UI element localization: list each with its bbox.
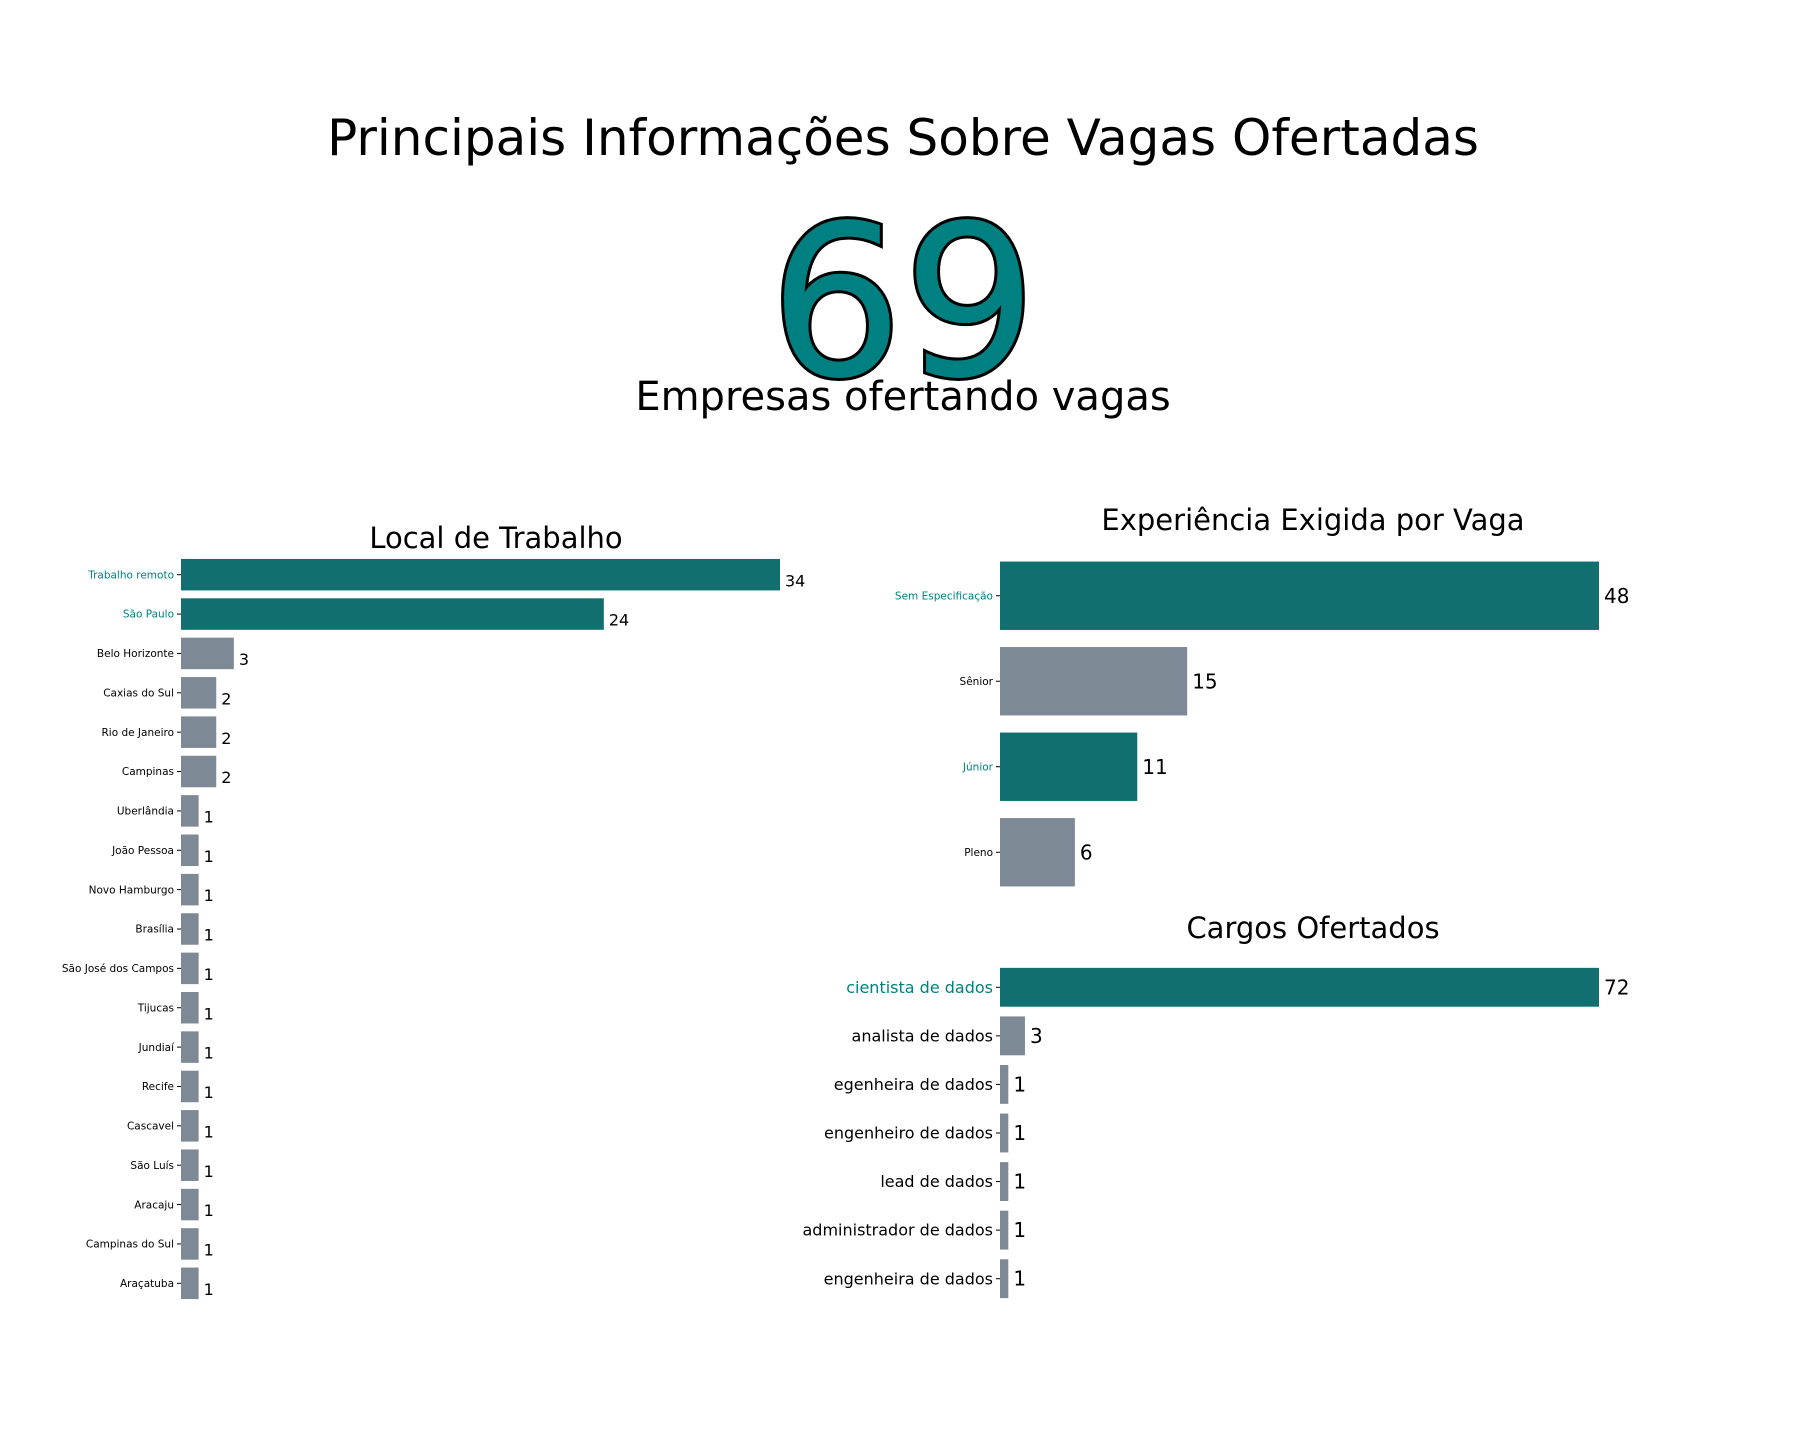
bar xyxy=(181,1031,199,1062)
y-tick-label: Rio de Janeiro xyxy=(101,727,174,739)
data-label: 6 xyxy=(1080,840,1093,864)
chart-title: Experiência Exigida por Vaga xyxy=(1101,503,1524,537)
data-label: 1 xyxy=(1013,1072,1026,1096)
data-label: 34 xyxy=(785,571,805,590)
bar xyxy=(181,835,199,866)
bar xyxy=(181,913,199,944)
data-label: 3 xyxy=(239,650,249,669)
y-tick-label: Sem Especificação xyxy=(895,590,993,602)
kpi-label: Empresas ofertando vagas xyxy=(635,374,1170,420)
data-label: 24 xyxy=(609,611,629,630)
chart-cargos-ofertados: Cargos Ofertados cientista de dados 72 anal… xyxy=(802,911,1629,1298)
y-tick-label: Belo Horizonte xyxy=(97,648,174,660)
data-label: 1 xyxy=(204,1122,214,1141)
y-tick-label: Caxias do Sul xyxy=(103,687,174,699)
dashboard-title: Principais Informações Sobre Vagas Ofert… xyxy=(327,109,1479,167)
y-tick-label: João Pessoa xyxy=(111,845,174,857)
chart-local-de-trabalho: Local de Trabalho Trabalho remoto 34 São Pa… xyxy=(62,521,805,1299)
data-label: 1 xyxy=(204,1044,214,1063)
y-tick-label: cientista de dados xyxy=(846,978,993,997)
data-label: 3 xyxy=(1030,1024,1043,1048)
chart-title: Local de Trabalho xyxy=(369,521,622,555)
y-tick-label: Tijucas xyxy=(137,1002,174,1014)
bar xyxy=(181,992,199,1023)
y-tick-label: Araçatuba xyxy=(120,1278,174,1290)
bar xyxy=(181,677,216,708)
bar xyxy=(181,795,199,826)
y-tick-label: Brasília xyxy=(135,924,174,936)
bar xyxy=(181,756,216,787)
data-label: 1 xyxy=(1013,1218,1026,1242)
y-tick-label: engenheira de dados xyxy=(824,1269,993,1288)
bar xyxy=(181,1110,199,1141)
data-label: 1 xyxy=(1013,1267,1026,1291)
bar xyxy=(181,1071,199,1102)
bar xyxy=(1000,647,1187,715)
bar xyxy=(1000,1211,1008,1250)
data-label: 1 xyxy=(204,1241,214,1260)
y-tick-label: Aracaju xyxy=(134,1199,174,1211)
y-tick-label: lead de dados xyxy=(880,1172,993,1191)
y-tick-label: Trabalho remoto xyxy=(87,569,174,581)
data-label: 1 xyxy=(204,1280,214,1299)
y-tick-label: Recife xyxy=(142,1081,174,1093)
y-tick-label: São Luís xyxy=(130,1160,174,1172)
y-tick-label: analista de dados xyxy=(852,1026,993,1045)
y-tick-label: Novo Hamburgo xyxy=(89,884,174,896)
bar xyxy=(1000,733,1137,801)
data-label: 1 xyxy=(204,807,214,826)
bar xyxy=(1000,1114,1008,1153)
y-tick-label: Uberlândia xyxy=(117,806,174,818)
data-label: 48 xyxy=(1604,584,1629,608)
data-label: 2 xyxy=(221,768,231,787)
bar xyxy=(1000,968,1599,1007)
y-tick-label: Campinas do Sul xyxy=(86,1239,174,1251)
bar xyxy=(1000,1065,1008,1104)
data-label: 1 xyxy=(204,886,214,905)
y-tick-label: administrador de dados xyxy=(802,1221,993,1240)
y-tick-label: São José dos Campos xyxy=(62,963,174,975)
chart-experiencia-exigida: Experiência Exigida por Vaga Sem Especifi… xyxy=(895,503,1630,886)
bar xyxy=(1000,818,1075,886)
y-tick-label: São Paulo xyxy=(123,609,174,621)
bar xyxy=(1000,1259,1008,1298)
data-label: 15 xyxy=(1192,669,1217,693)
data-label: 1 xyxy=(204,847,214,866)
data-label: 11 xyxy=(1142,755,1167,779)
bar xyxy=(181,716,216,747)
data-label: 1 xyxy=(1013,1121,1026,1145)
y-tick-label: Jundiaí xyxy=(138,1042,175,1054)
y-tick-label: egenheira de dados xyxy=(834,1075,993,1094)
chart-title: Cargos Ofertados xyxy=(1186,911,1439,945)
data-label: 72 xyxy=(1604,975,1629,999)
data-label: 1 xyxy=(204,1004,214,1023)
data-label: 1 xyxy=(204,1201,214,1220)
bar xyxy=(181,953,199,984)
data-label: 1 xyxy=(204,1162,214,1181)
data-label: 1 xyxy=(1013,1170,1026,1194)
bar xyxy=(181,638,234,669)
y-tick-label: Campinas xyxy=(122,766,174,778)
data-label: 1 xyxy=(204,926,214,945)
bar xyxy=(181,1149,199,1180)
bar xyxy=(181,874,199,905)
y-tick-label: engenheiro de dados xyxy=(824,1124,993,1143)
data-label: 2 xyxy=(221,689,231,708)
data-label: 2 xyxy=(221,729,231,748)
bar xyxy=(181,559,780,590)
data-label: 1 xyxy=(204,965,214,984)
bar xyxy=(1000,1162,1008,1201)
data-label: 1 xyxy=(204,1083,214,1102)
y-tick-label: Pleno xyxy=(964,847,993,859)
bar xyxy=(181,1189,199,1220)
y-tick-label: Cascavel xyxy=(127,1121,174,1133)
bar xyxy=(1000,562,1599,630)
y-tick-label: Sênior xyxy=(960,676,994,688)
bar xyxy=(1000,1016,1025,1055)
bar xyxy=(181,598,604,629)
bar xyxy=(181,1268,199,1299)
y-tick-label: Júnior xyxy=(962,761,994,773)
bar xyxy=(181,1228,199,1259)
